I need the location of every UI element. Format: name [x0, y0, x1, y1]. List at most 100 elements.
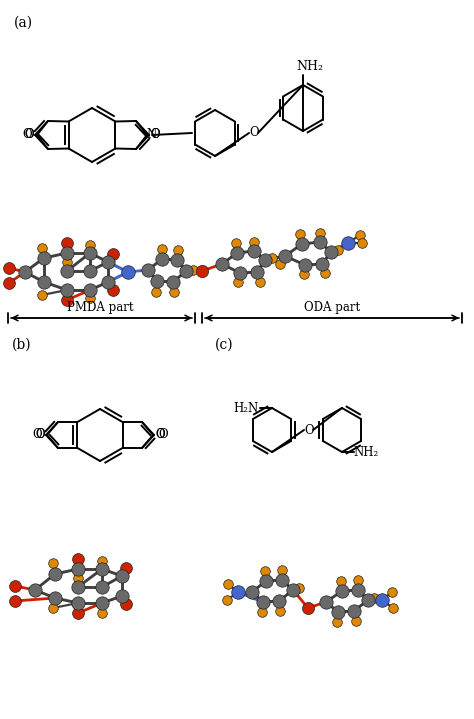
Point	[281, 250, 289, 262]
Point	[189, 265, 197, 276]
Text: O: O	[22, 129, 32, 142]
Point	[275, 595, 283, 607]
Point	[304, 603, 312, 614]
Point	[31, 585, 39, 596]
Text: O: O	[24, 129, 34, 142]
Point	[153, 275, 161, 287]
Point	[259, 596, 267, 608]
Point	[261, 255, 269, 266]
Point	[74, 581, 82, 592]
Point	[63, 256, 71, 267]
Point	[250, 245, 258, 257]
Text: O: O	[249, 127, 259, 139]
Point	[334, 244, 342, 256]
Text: (c): (c)	[215, 338, 234, 352]
Point	[318, 258, 326, 270]
Point	[152, 286, 160, 298]
Text: O: O	[35, 429, 45, 441]
Point	[49, 603, 57, 614]
Point	[118, 590, 126, 602]
Text: O: O	[155, 429, 165, 441]
Point	[234, 276, 242, 288]
Point	[337, 575, 345, 587]
Text: O: O	[32, 429, 42, 441]
Point	[169, 276, 177, 288]
Point	[98, 555, 106, 567]
Point	[63, 284, 71, 296]
Point	[352, 615, 360, 627]
Point	[316, 227, 324, 239]
Point	[356, 229, 364, 241]
Point	[174, 244, 182, 256]
Point	[86, 265, 94, 277]
Point	[232, 237, 240, 249]
Point	[74, 563, 82, 574]
Text: O: O	[155, 429, 165, 441]
Text: O: O	[150, 129, 160, 142]
Point	[98, 597, 106, 609]
Point	[98, 608, 106, 619]
Point	[370, 592, 378, 604]
Point	[98, 581, 106, 592]
Point	[261, 565, 269, 577]
Point	[234, 586, 242, 597]
Point	[63, 247, 71, 259]
Point	[51, 592, 59, 604]
Text: NH₂: NH₂	[297, 60, 323, 73]
Point	[5, 262, 13, 274]
Point	[74, 572, 82, 584]
Text: (b): (b)	[12, 338, 32, 352]
Point	[233, 247, 241, 259]
Point	[104, 276, 112, 288]
Point	[334, 606, 342, 618]
Point	[51, 568, 59, 580]
Point	[276, 258, 284, 270]
Point	[158, 253, 166, 265]
Point	[40, 252, 48, 264]
Point	[248, 586, 256, 597]
Text: H₂N: H₂N	[233, 401, 259, 414]
Point	[250, 237, 258, 248]
Point	[109, 248, 117, 260]
Point	[350, 605, 358, 617]
Point	[276, 605, 284, 617]
Point	[63, 294, 71, 306]
Point	[268, 252, 276, 264]
Text: O: O	[35, 429, 45, 441]
Point	[144, 265, 152, 276]
Point	[38, 289, 46, 301]
Point	[298, 238, 306, 249]
Point	[21, 266, 29, 278]
Point	[289, 585, 297, 596]
Point	[40, 276, 48, 288]
Text: O: O	[158, 429, 168, 441]
Point	[224, 578, 232, 590]
Point	[49, 557, 57, 569]
Point	[344, 237, 352, 249]
Point	[236, 267, 244, 279]
Point	[296, 228, 304, 239]
Point	[321, 267, 329, 279]
Point	[358, 237, 366, 249]
Point	[218, 258, 226, 270]
Point	[223, 594, 231, 605]
Text: O: O	[304, 423, 314, 436]
Point	[38, 242, 46, 254]
Point	[74, 553, 82, 564]
Point	[118, 570, 126, 582]
Point	[86, 284, 94, 296]
Point	[74, 597, 82, 609]
Point	[354, 585, 362, 596]
Point	[322, 596, 330, 608]
Point	[170, 286, 178, 298]
Point	[63, 265, 71, 277]
Point	[327, 246, 335, 257]
Point	[86, 292, 94, 303]
Point	[354, 574, 362, 586]
Point	[63, 237, 71, 249]
Point	[109, 284, 117, 296]
Point	[301, 260, 309, 271]
Point	[333, 616, 341, 628]
Point	[124, 266, 132, 278]
Text: PMDA part: PMDA part	[67, 301, 133, 313]
